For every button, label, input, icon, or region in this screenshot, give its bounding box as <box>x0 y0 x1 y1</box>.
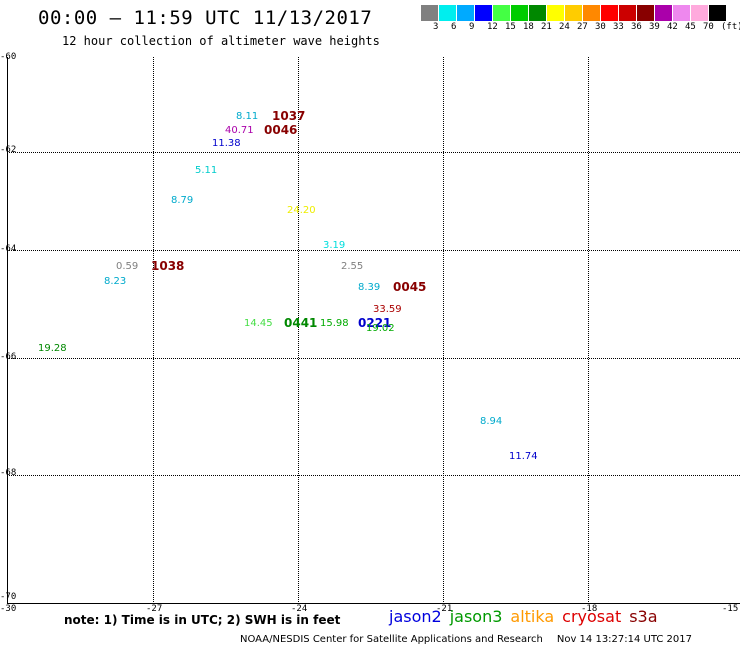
legend-label: 36 <box>631 22 642 32</box>
legend-label: 21 <box>541 22 552 32</box>
credit-text: NOAA/NESDIS Center for Satellite Applica… <box>240 634 543 645</box>
wave-height-value: 19.02 <box>366 323 395 334</box>
observation-time: 0221 <box>358 316 392 330</box>
meridian-line <box>443 57 444 604</box>
wave-height-value: 40.71 <box>225 125 254 136</box>
longitude-label: -18 <box>581 604 598 614</box>
chart-subtitle: 12 hour collection of altimeter wave hei… <box>62 34 380 48</box>
observation-time: 1038 <box>151 259 185 273</box>
legend-label: (ft) <box>721 22 740 32</box>
legend-swatch <box>709 5 727 21</box>
wave-height-value: 0.59 <box>116 261 139 272</box>
wave-height-value: 8.11 <box>236 111 259 122</box>
wave-height-value: 8.23 <box>104 276 127 287</box>
parallel-line <box>7 152 740 153</box>
legend-swatch <box>637 5 655 21</box>
wave-height-value: 14.45 <box>244 318 273 329</box>
legend-swatch <box>439 5 457 21</box>
credit-line: NOAA/NESDIS Center for Satellite Applica… <box>240 634 692 645</box>
observation-time: 0441 <box>284 316 318 330</box>
latitude-label: -70 <box>0 592 17 602</box>
meridian-line <box>153 57 154 604</box>
parallel-line <box>7 475 740 476</box>
latitude-label: -60 <box>0 52 17 62</box>
wave-height-value: 33.59 <box>373 304 402 315</box>
legend-label: 3 <box>433 22 439 32</box>
meridian-line <box>298 57 299 604</box>
wave-height-value: 3.19 <box>323 240 346 251</box>
longitude-label: -24 <box>291 604 308 614</box>
footer-note: note: 1) Time is in UTC; 2) SWH is in fe… <box>64 613 341 627</box>
wave-height-value: 8.79 <box>171 195 194 206</box>
wave-height-value: 11.74 <box>509 451 538 462</box>
legend-swatch <box>619 5 637 21</box>
map-frame <box>7 57 740 604</box>
wave-height-value: 24.20 <box>287 205 316 216</box>
legend-label: 15 <box>505 22 516 32</box>
satellite-name: cryosat <box>562 607 622 626</box>
legend-swatch <box>565 5 583 21</box>
longitude-label: -15 <box>722 604 739 614</box>
latitude-label: -64 <box>0 244 17 254</box>
legend-swatch <box>673 5 691 21</box>
observation-time: 1037 <box>272 109 306 123</box>
longitude-label: -27 <box>146 604 163 614</box>
longitude-label: -21 <box>436 604 453 614</box>
legend-label: 42 <box>667 22 678 32</box>
legend-label: 39 <box>649 22 660 32</box>
parallel-line <box>7 250 740 251</box>
longitude-label: -30 <box>0 604 17 614</box>
legend-swatch <box>421 5 439 21</box>
legend-swatch <box>493 5 511 21</box>
legend-label: 27 <box>577 22 588 32</box>
wave-height-value: 8.94 <box>480 416 503 427</box>
satellite-name: jason2 <box>389 607 442 626</box>
legend-swatch <box>601 5 619 21</box>
legend-label: 33 <box>613 22 624 32</box>
wave-height-value: 2.55 <box>341 261 364 272</box>
satellite-name: jason3 <box>449 607 503 626</box>
wave-height-value: 15.98 <box>320 318 349 329</box>
latitude-label: -68 <box>0 468 17 478</box>
satellite-name: s3a <box>629 607 658 626</box>
legend-label: 12 <box>487 22 498 32</box>
wave-height-value: 8.39 <box>358 282 381 293</box>
latitude-label: -62 <box>0 145 17 155</box>
legend-label: 45 <box>685 22 696 32</box>
chart-title: 00:00 – 11:59 UTC 11/13/2017 <box>38 7 373 29</box>
observation-time: 0045 <box>393 280 427 294</box>
legend-swatch <box>475 5 493 21</box>
observation-time: 0046 <box>264 123 298 137</box>
legend-label: 18 <box>523 22 534 32</box>
legend-label: 70 <box>703 22 714 32</box>
legend-swatch <box>529 5 547 21</box>
legend-swatch <box>583 5 601 21</box>
legend-swatch <box>457 5 475 21</box>
legend-label: 24 <box>559 22 570 32</box>
satellite-legend: jason2 jason3 altika cryosat s3a <box>389 607 666 626</box>
satellite-name: altika <box>510 607 555 626</box>
legend-label: 30 <box>595 22 606 32</box>
wave-height-value: 11.38 <box>212 138 241 149</box>
legend-swatch <box>691 5 709 21</box>
legend-label: 6 <box>451 22 457 32</box>
meridian-line <box>588 57 589 604</box>
wave-height-value: 5.11 <box>195 165 218 176</box>
latitude-label: -66 <box>0 352 17 362</box>
legend-swatch <box>511 5 529 21</box>
parallel-line <box>7 358 740 359</box>
legend-swatch <box>655 5 673 21</box>
legend-swatch <box>547 5 565 21</box>
timestamp: Nov 14 13:27:14 UTC 2017 <box>556 634 693 645</box>
color-legend <box>421 5 727 21</box>
legend-label: 9 <box>469 22 475 32</box>
wave-height-value: 19.28 <box>38 343 67 354</box>
